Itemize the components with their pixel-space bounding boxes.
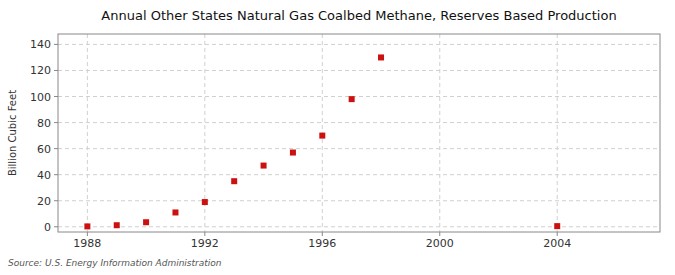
axes: 1988 1992 1996 2000 2004 0 20 40 60 80 100 120 140 (30, 38, 571, 250)
y-tick-label: 80 (37, 117, 51, 130)
point (349, 96, 355, 102)
y-tick-label: 140 (30, 38, 51, 51)
point (172, 209, 178, 215)
y-axis-label: Billion Cubic Feet (7, 90, 18, 176)
y-grid-line (58, 148, 660, 149)
y-tick (54, 200, 58, 201)
y-tick-label: 120 (30, 64, 51, 77)
y-grid-line (58, 96, 660, 97)
grid (58, 34, 660, 232)
point (143, 219, 149, 225)
y-grid-line (58, 44, 660, 45)
y-tick-label: 40 (37, 169, 51, 182)
x-grid-line (439, 34, 440, 232)
y-tick (54, 44, 58, 45)
y-grid-line (58, 174, 660, 175)
y-grid-line (58, 70, 660, 71)
y-grid-line (58, 122, 660, 123)
y-grid-line (58, 200, 660, 201)
x-tick-label: 1992 (191, 237, 219, 250)
x-tick (322, 232, 323, 236)
point (114, 222, 120, 228)
point (261, 163, 267, 169)
y-tick (54, 96, 58, 97)
x-tick (557, 232, 558, 236)
y-tick (54, 70, 58, 71)
x-grid-line (87, 34, 88, 232)
x-tick-label: 1996 (308, 237, 336, 250)
chart: 1988 1992 1996 2000 2004 0 20 40 60 80 100 120 140 An… (0, 0, 675, 275)
source-note: Source: U.S. Energy Information Administ… (8, 258, 222, 268)
y-tick-label: 20 (37, 195, 51, 208)
point (84, 223, 90, 229)
x-tick (439, 232, 440, 236)
point (378, 54, 384, 60)
point (231, 178, 237, 184)
y-tick-label: 0 (44, 221, 51, 234)
point (202, 199, 208, 205)
x-tick (87, 232, 88, 236)
y-grid-line (58, 226, 660, 227)
y-tick-label: 60 (37, 143, 51, 156)
x-tick-label: 2004 (543, 237, 571, 250)
plot-frame (58, 34, 660, 232)
y-tick (54, 226, 58, 227)
x-tick-label: 2000 (426, 237, 454, 250)
y-tick (54, 122, 58, 123)
point (290, 150, 296, 156)
title: Annual Other States Natural Gas Coalbed … (101, 8, 616, 23)
x-tick-label: 1988 (73, 237, 101, 250)
y-tick (54, 174, 58, 175)
x-grid-line (557, 34, 558, 232)
point (554, 223, 560, 229)
y-tick (54, 148, 58, 149)
points (84, 54, 560, 229)
point (319, 133, 325, 139)
y-tick-label: 100 (30, 91, 51, 104)
x-tick (204, 232, 205, 236)
